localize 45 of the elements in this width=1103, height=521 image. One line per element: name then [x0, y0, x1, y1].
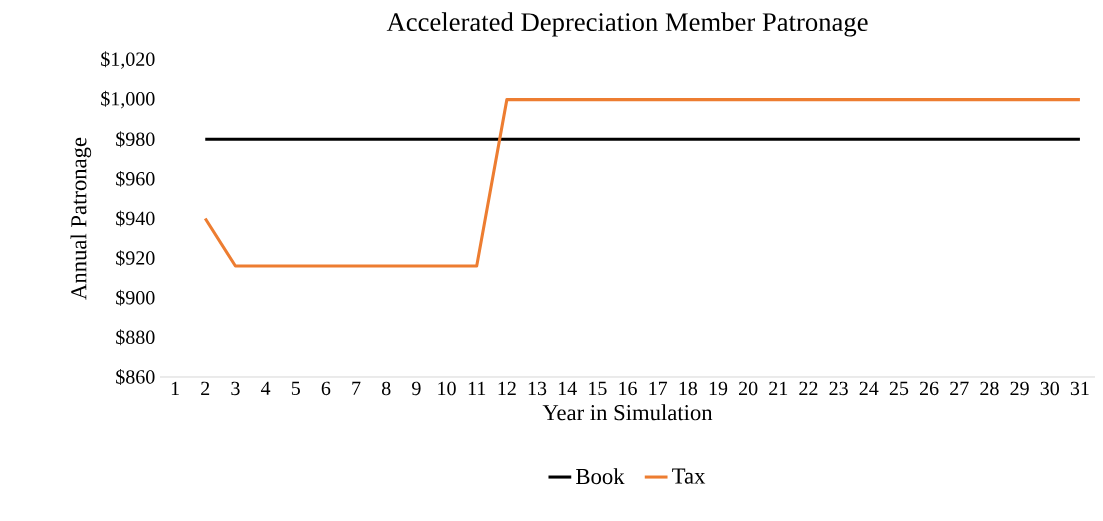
x-tick-label: 11 — [468, 381, 486, 395]
x-tick-label: 7 — [352, 381, 361, 395]
x-axis-title: Year in Simulation — [542, 404, 713, 421]
y-tick-label: $1,020 — [101, 51, 155, 69]
x-tick-label: 16 — [619, 381, 637, 396]
x-tick-label: 21 — [769, 381, 788, 395]
x-tick-label: 14 — [558, 381, 577, 395]
y-tick-label: $860 — [116, 369, 155, 385]
chart-title: Accelerated Depreciation Member Patronage — [386, 12, 868, 37]
x-tick-label: 18 — [679, 381, 698, 396]
x-tick-label: 22 — [799, 381, 818, 395]
x-tick-label: 20 — [739, 381, 758, 396]
x-tick-label: 4 — [260, 381, 271, 395]
legend-label: Book — [576, 468, 625, 485]
y-tick-label: $920 — [116, 250, 155, 267]
x-tick-label: 24 — [859, 381, 879, 395]
y-tick-label: $940 — [116, 210, 155, 227]
x-tick-label: 10 — [438, 381, 456, 396]
y-tick-label: $960 — [116, 170, 155, 187]
x-tick-label: 29 — [1010, 381, 1029, 396]
y-tick-label: $900 — [116, 289, 155, 306]
x-tick-label: 8 — [381, 381, 391, 396]
y-axis-title: Annual Patronage — [70, 137, 92, 300]
x-tick-label: 5 — [291, 381, 300, 395]
x-tick-label: 27 — [950, 381, 969, 395]
x-tick-label: 3 — [231, 381, 240, 396]
x-tick-label: 15 — [589, 381, 607, 396]
x-tick-label: 19 — [709, 381, 728, 396]
x-tick-label: 17 — [649, 381, 668, 395]
y-tick-label: $1,000 — [101, 90, 155, 109]
x-tick-label: 23 — [829, 381, 848, 396]
x-tick-label: 31 — [1070, 381, 1089, 396]
x-tick-label: 1 — [171, 381, 179, 395]
y-tick-label: $980 — [116, 131, 155, 148]
x-tick-label: 2 — [201, 381, 210, 395]
x-tick-label: 28 — [980, 381, 999, 396]
y-tick-label: $880 — [116, 329, 155, 346]
x-tick-label: 12 — [498, 381, 516, 395]
legend-label: Tax — [672, 468, 706, 484]
x-tick-label: 30 — [1040, 381, 1059, 396]
x-tick-label: 9 — [412, 381, 421, 396]
x-tick-label: 13 — [528, 381, 547, 396]
x-tick-label: 6 — [321, 381, 331, 396]
x-tick-label: 26 — [919, 381, 939, 396]
x-tick-label: 25 — [889, 381, 909, 396]
